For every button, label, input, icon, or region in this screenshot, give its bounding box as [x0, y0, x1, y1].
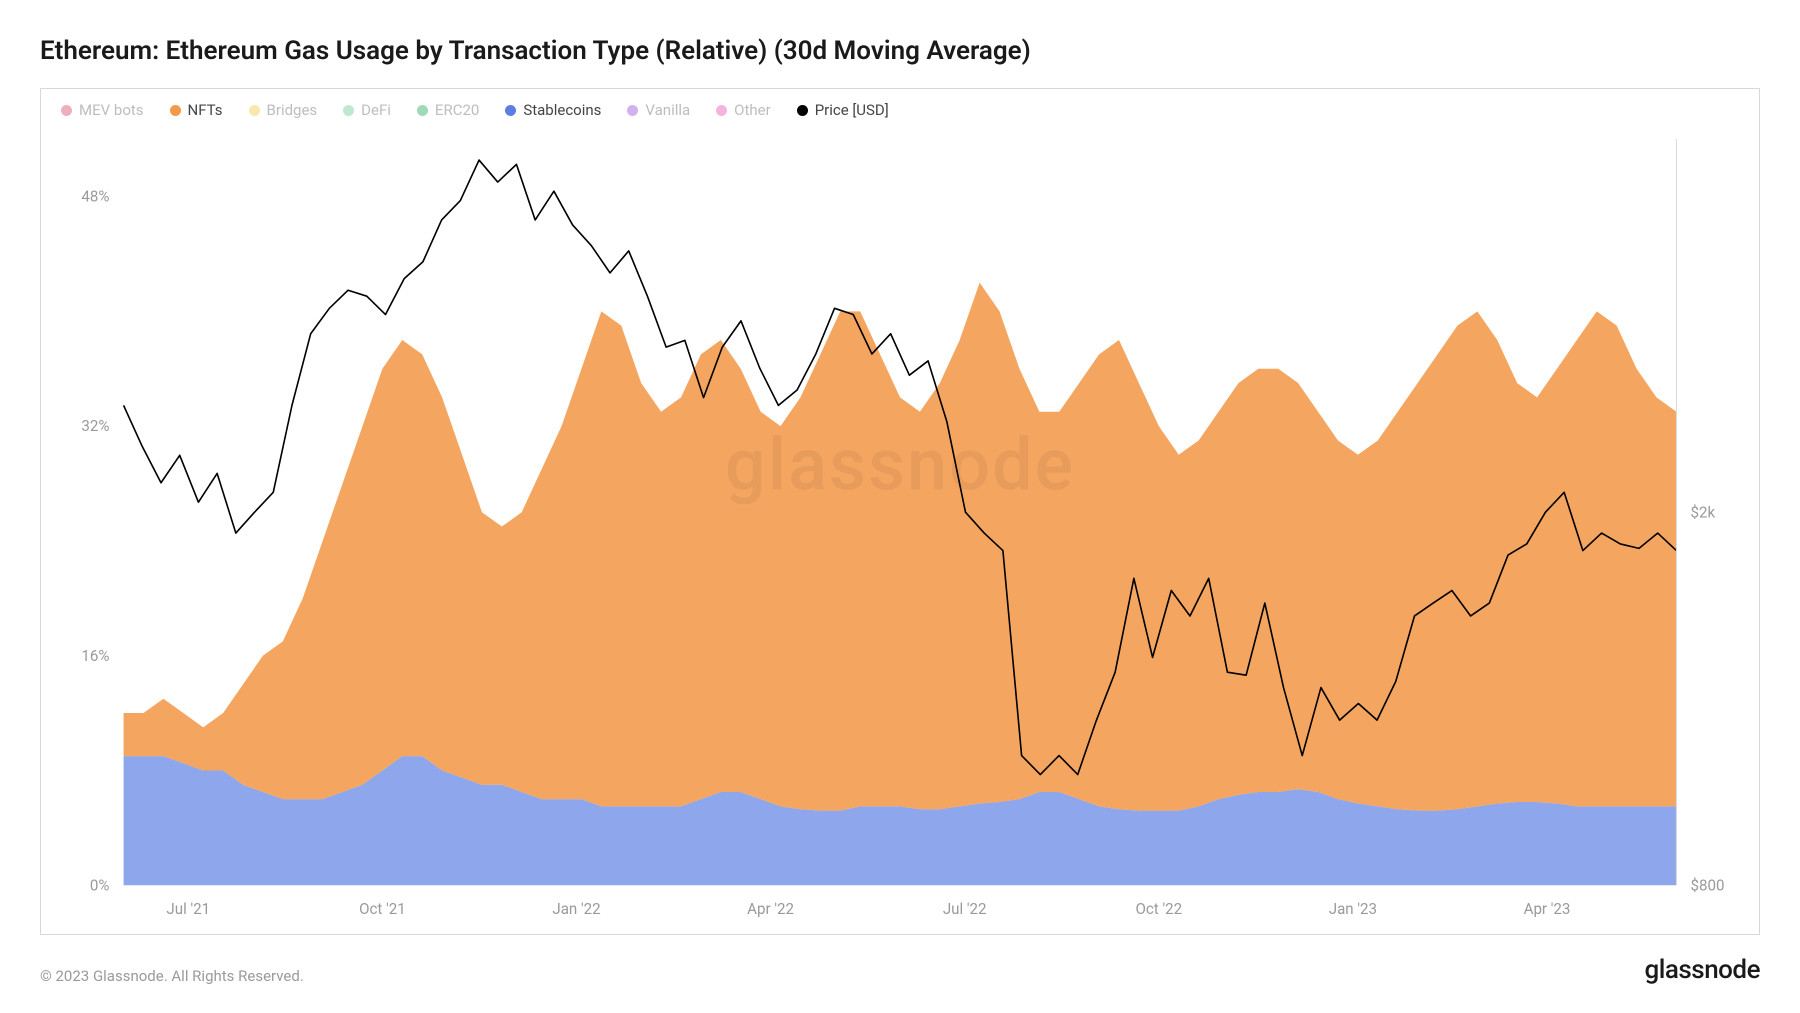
legend-item-price-usd-[interactable]: Price [USD]: [797, 101, 889, 119]
y-right-tick-label: $2k: [1691, 503, 1716, 521]
legend: MEV bots NFTs Bridges DeFi ERC20 Stablecoins V…: [41, 89, 1759, 127]
legend-label: Bridges: [267, 101, 318, 119]
legend-label: Stablecoins: [523, 101, 601, 119]
chart-title: Ethereum: Ethereum Gas Usage by Transact…: [40, 36, 1760, 66]
x-tick-label: Jan '23: [1329, 900, 1377, 918]
legend-item-other[interactable]: Other: [716, 101, 771, 119]
legend-label: Other: [734, 101, 771, 119]
legend-dot: [797, 105, 808, 116]
legend-dot: [343, 105, 354, 116]
x-tick-label: Oct '21: [359, 900, 406, 918]
area-nfts: [124, 283, 1677, 811]
legend-label: Price [USD]: [815, 101, 889, 119]
x-tick-label: Jul '22: [943, 900, 987, 918]
legend-label: NFTs: [188, 101, 223, 119]
legend-dot: [505, 105, 516, 116]
legend-item-erc20[interactable]: ERC20: [417, 101, 479, 119]
legend-item-stablecoins[interactable]: Stablecoins: [505, 101, 601, 119]
legend-item-vanilla[interactable]: Vanilla: [627, 101, 690, 119]
y-left-tick-label: 16%: [81, 647, 109, 665]
legend-item-nfts[interactable]: NFTs: [170, 101, 223, 119]
brand-logo: glassnode: [1645, 955, 1760, 985]
footer: © 2023 Glassnode. All Rights Reserved. g…: [40, 935, 1760, 985]
chart-svg: 0% 16% 32% 48% $800 $2k Jul '21 Oct '21 Jan '22 A…: [53, 131, 1747, 926]
y-right-tick-label: $800: [1691, 876, 1725, 894]
legend-dot: [170, 105, 181, 116]
legend-label: MEV bots: [79, 101, 144, 119]
y-left-tick-label: 32%: [81, 417, 109, 435]
y-left-tick-label: 0%: [90, 876, 110, 894]
x-tick-label: Jul '21: [166, 900, 210, 918]
x-tick-label: Oct '22: [1135, 900, 1182, 918]
legend-label: ERC20: [435, 101, 479, 119]
x-tick-label: Apr '23: [1524, 900, 1571, 918]
chart-container: MEV bots NFTs Bridges DeFi ERC20 Stablecoins V…: [40, 88, 1760, 935]
legend-dot: [249, 105, 260, 116]
legend-item-defi[interactable]: DeFi: [343, 101, 391, 119]
legend-label: DeFi: [361, 101, 391, 119]
plot-area: glassnode 0%16%32%48%$800$2kJul '21Oct '…: [53, 131, 1747, 926]
legend-dot: [716, 105, 727, 116]
legend-item-bridges[interactable]: Bridges: [249, 101, 318, 119]
y-left-tick-label: 48%: [81, 188, 109, 206]
legend-dot: [61, 105, 72, 116]
x-tick-label: Apr '22: [747, 900, 794, 918]
legend-label: Vanilla: [645, 101, 690, 119]
legend-dot: [417, 105, 428, 116]
legend-dot: [627, 105, 638, 116]
legend-item-mev-bots[interactable]: MEV bots: [61, 101, 144, 119]
copyright: © 2023 Glassnode. All Rights Reserved.: [40, 967, 304, 985]
x-tick-label: Jan '22: [552, 900, 600, 918]
